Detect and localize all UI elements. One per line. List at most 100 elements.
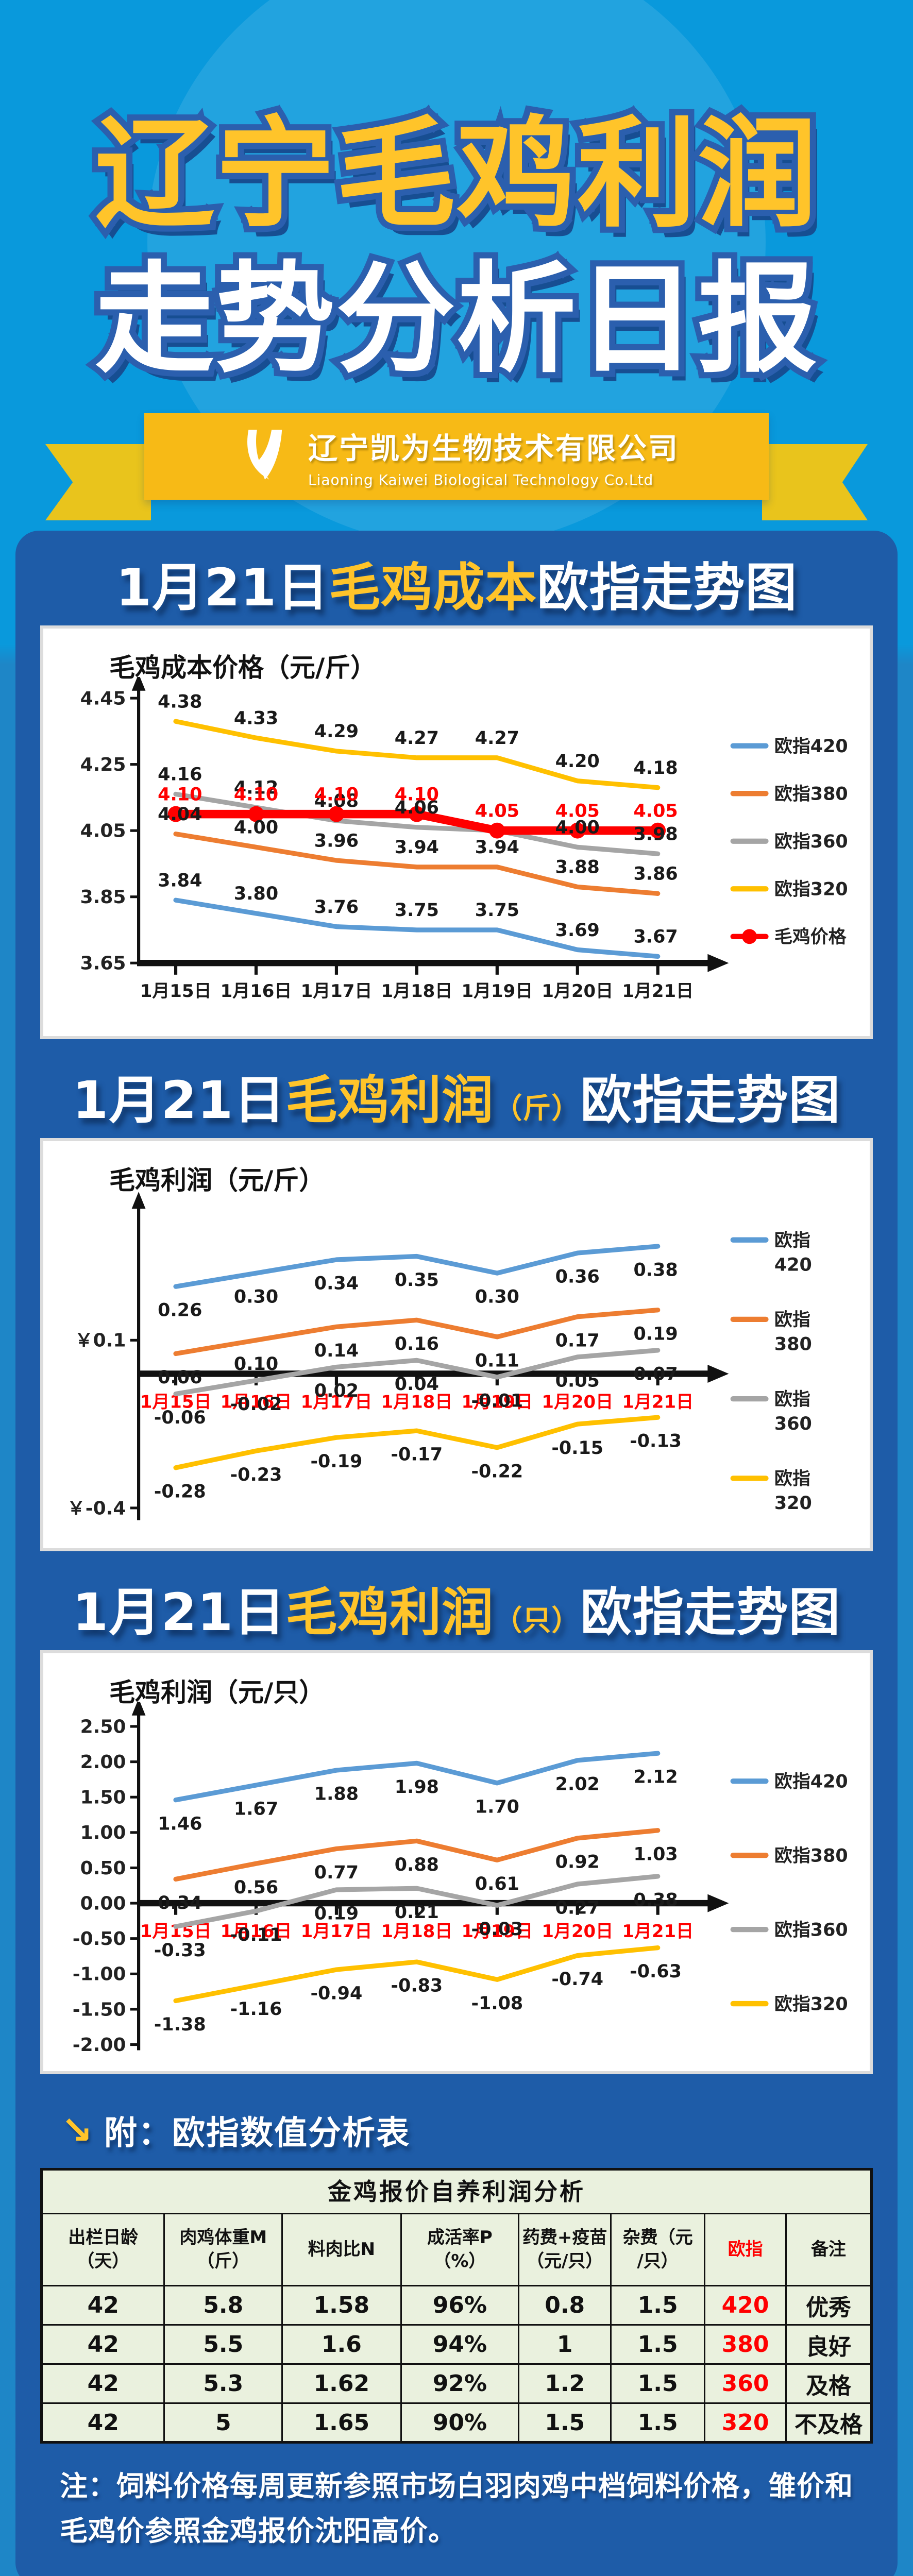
section1-highlight: 毛鸡成本 (329, 557, 537, 618)
page-title-line1-text: 辽宁毛鸡利润 (94, 105, 818, 244)
cost-chart-title: 毛鸡成本价格（元/斤） (109, 653, 377, 683)
company-name-cn: 辽宁凯为生物技术有限公司 (308, 431, 679, 466)
svg-text:0.00: 0.00 (80, 1893, 126, 1914)
page-title-line2-text: 走势分析日报 (94, 250, 818, 389)
page-title-line2: 走势分析日报 (0, 257, 913, 382)
svg-text:￥0.1: ￥0.1 (75, 1330, 126, 1351)
page-title-line1: 辽宁毛鸡利润 (0, 112, 913, 236)
svg-text:1.03: 1.03 (633, 1844, 678, 1865)
content-card: 1月21日毛鸡成本欧指走势图 毛鸡成本价格（元/斤） 4.45 4.25 4.05 3… (15, 531, 898, 2576)
svg-text:1月20日: 1月20日 (542, 1392, 613, 1412)
attach-heading-text: 附：欧指数值分析表 (104, 2114, 411, 2153)
svg-text:1月16日: 1月16日 (221, 981, 292, 1002)
svg-text:1月17日: 1月17日 (301, 1922, 373, 1942)
svg-text:欧指420: 欧指420 (774, 1772, 848, 1792)
analysis-table: 金鸡报价自养利润分析 出栏日龄 （天） 肉鸡体重M （斤） 料肉比N 成活率P （%）… (40, 2168, 873, 2444)
table-cell: 良好 (785, 2324, 872, 2365)
svg-text:4.27: 4.27 (475, 728, 519, 749)
svg-text:4.05: 4.05 (80, 821, 126, 842)
svg-text:4.10: 4.10 (314, 784, 359, 805)
svg-text:0.30: 0.30 (475, 1286, 519, 1307)
svg-text:0.92: 0.92 (555, 1852, 600, 1873)
svg-text:4.27: 4.27 (395, 728, 439, 749)
svg-text:毛鸡价格: 毛鸡价格 (774, 927, 847, 947)
table-cell: 0.8 (518, 2285, 612, 2326)
svg-text:4.10: 4.10 (395, 784, 439, 805)
svg-text:0.34: 0.34 (158, 1893, 202, 1913)
svg-text:-0.94: -0.94 (311, 1984, 363, 2004)
svg-text:3.80: 3.80 (234, 884, 278, 904)
table-cell: 360 (704, 2363, 787, 2404)
svg-text:￥-0.4: ￥-0.4 (67, 1498, 126, 1519)
svg-text:0.26: 0.26 (158, 1300, 202, 1320)
svg-text:欧指360: 欧指360 (774, 1389, 812, 1434)
svg-text:3.96: 3.96 (314, 831, 359, 851)
note-text: 注：饲料价格每周更新参照市场白羽肉鸡中档饲料价格，雏价和毛鸡价参照金鸡报价沈阳高… (60, 2470, 853, 2547)
table-row: 42 5 1.65 90% 1.5 1.5 320 不及格 (40, 2402, 872, 2444)
svg-text:3.94: 3.94 (395, 837, 439, 858)
section3-highlight: 毛鸡利润 (285, 1582, 494, 1643)
svg-text:0.19: 0.19 (314, 1904, 359, 1924)
table-cell: 94% (400, 2324, 520, 2365)
svg-text:1月18日: 1月18日 (381, 1392, 453, 1412)
svg-text:0.38: 0.38 (633, 1890, 678, 1911)
profit-jin-chart-title: 毛鸡利润（元/斤） (109, 1165, 325, 1195)
svg-text:4.38: 4.38 (158, 691, 202, 712)
svg-text:1月18日: 1月18日 (381, 1922, 453, 1942)
svg-text:1月15日: 1月15日 (140, 981, 212, 1002)
svg-text:0.35: 0.35 (395, 1270, 439, 1291)
table-row: 42 5.3 1.62 92% 1.2 1.5 360 及格 (40, 2363, 872, 2404)
company-logo-icon (247, 430, 282, 480)
svg-text:0.34: 0.34 (314, 1273, 359, 1294)
table-cell: 及格 (785, 2363, 872, 2404)
svg-text:4.00: 4.00 (234, 818, 278, 838)
svg-text:3.76: 3.76 (314, 897, 359, 918)
svg-text:4.16: 4.16 (158, 765, 202, 785)
company-banner: 辽宁凯为生物技术有限公司 Liaoning Kaiwei Biological … (144, 413, 769, 500)
svg-text:0.02: 0.02 (314, 1381, 359, 1401)
svg-text:2.00: 2.00 (80, 1752, 126, 1773)
svg-text:0.11: 0.11 (475, 1350, 519, 1371)
svg-text:1月21日: 1月21日 (622, 1922, 694, 1942)
section2-paren: （斤） (494, 1091, 581, 1125)
svg-text:4.10: 4.10 (158, 784, 202, 805)
svg-text:1.00: 1.00 (80, 1822, 126, 1843)
svg-text:-0.28: -0.28 (154, 1481, 206, 1502)
svg-text:3.67: 3.67 (634, 927, 678, 947)
section-title-profit-bird: 1月21日毛鸡利润（只）欧指走势图 (15, 1582, 898, 1643)
table-title: 金鸡报价自养利润分析 (41, 2168, 872, 2215)
svg-text:-0.02: -0.02 (230, 1394, 282, 1415)
table-column-header: 药费+疫苗 （元/只） (518, 2213, 612, 2287)
svg-text:4.20: 4.20 (555, 751, 600, 772)
table-cell: 1.5 (610, 2402, 706, 2444)
svg-text:1月19日: 1月19日 (462, 1392, 533, 1412)
ribbon-tail-right (762, 444, 868, 520)
svg-text:4.00: 4.00 (555, 818, 600, 838)
svg-text:-0.17: -0.17 (391, 1444, 443, 1465)
table-cell: 5 (163, 2402, 283, 2444)
profit-bird-chart-panel: 毛鸡利润（元/只） 2.50 2.00 1.50 1.00 0.50 0.00 -0.50 -… (40, 1650, 873, 2075)
table-cell: 420 (704, 2285, 787, 2326)
table-cell: 42 (40, 2285, 165, 2326)
svg-text:0.50: 0.50 (80, 1858, 126, 1879)
svg-text:4.05: 4.05 (634, 801, 678, 821)
section3-date: 1月21日 (72, 1582, 286, 1643)
table-cell: 320 (704, 2402, 787, 2444)
svg-text:欧指360: 欧指360 (774, 832, 848, 852)
table-cell: 42 (40, 2324, 165, 2365)
svg-text:-0.03: -0.03 (471, 1919, 523, 1940)
table-row: 42 5.8 1.58 96% 0.8 1.5 420 优秀 (40, 2285, 872, 2326)
svg-text:0.07: 0.07 (634, 1364, 678, 1384)
svg-text:0.10: 0.10 (234, 1354, 278, 1375)
svg-text:0.27: 0.27 (555, 1898, 600, 1919)
svg-text:4.29: 4.29 (314, 721, 359, 742)
table-cell: 1.58 (281, 2285, 402, 2326)
table-column-header: 成活率P （%） (400, 2213, 520, 2287)
company-name-en: Liaoning Kaiwei Biological Technology Co… (308, 471, 654, 488)
table-cell: 1 (518, 2324, 612, 2365)
svg-text:0.61: 0.61 (475, 1874, 519, 1894)
svg-text:0.05: 0.05 (555, 1370, 600, 1391)
svg-text:1.70: 1.70 (475, 1797, 519, 1818)
svg-text:3.75: 3.75 (395, 900, 439, 921)
